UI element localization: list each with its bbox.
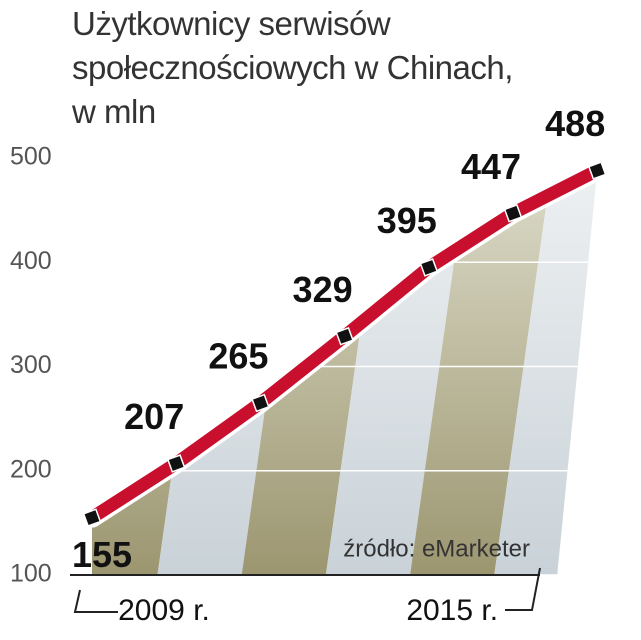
value-label: 265 (208, 336, 268, 377)
y-tick-label: 200 (10, 455, 52, 483)
x-tick-label: 2015 r. (406, 594, 498, 627)
marker (82, 508, 102, 527)
value-label: 447 (461, 146, 521, 187)
y-tick-label: 400 (10, 247, 52, 275)
source: źródło: eMarketer (343, 535, 530, 562)
marker (251, 393, 270, 413)
y-tick-label: 100 (10, 560, 52, 588)
marker (587, 161, 607, 180)
band (410, 170, 559, 575)
value-label: 488 (545, 103, 605, 144)
marker (503, 203, 523, 223)
bracket (73, 589, 118, 613)
x-tick-label: 2009 r. (118, 594, 210, 627)
marker (419, 258, 439, 277)
marker (335, 326, 354, 346)
value-label: 329 (293, 269, 353, 310)
y-tick-label: 300 (10, 351, 52, 379)
y-tick-label: 500 (10, 143, 52, 171)
marker (166, 454, 186, 473)
value-label: 395 (377, 200, 437, 241)
chart-title: Użytkownicy serwisów społecznościowych w… (72, 5, 513, 130)
value-label: 155 (72, 534, 132, 575)
bracket (505, 567, 541, 611)
value-label: 207 (124, 396, 184, 437)
band (494, 170, 598, 575)
